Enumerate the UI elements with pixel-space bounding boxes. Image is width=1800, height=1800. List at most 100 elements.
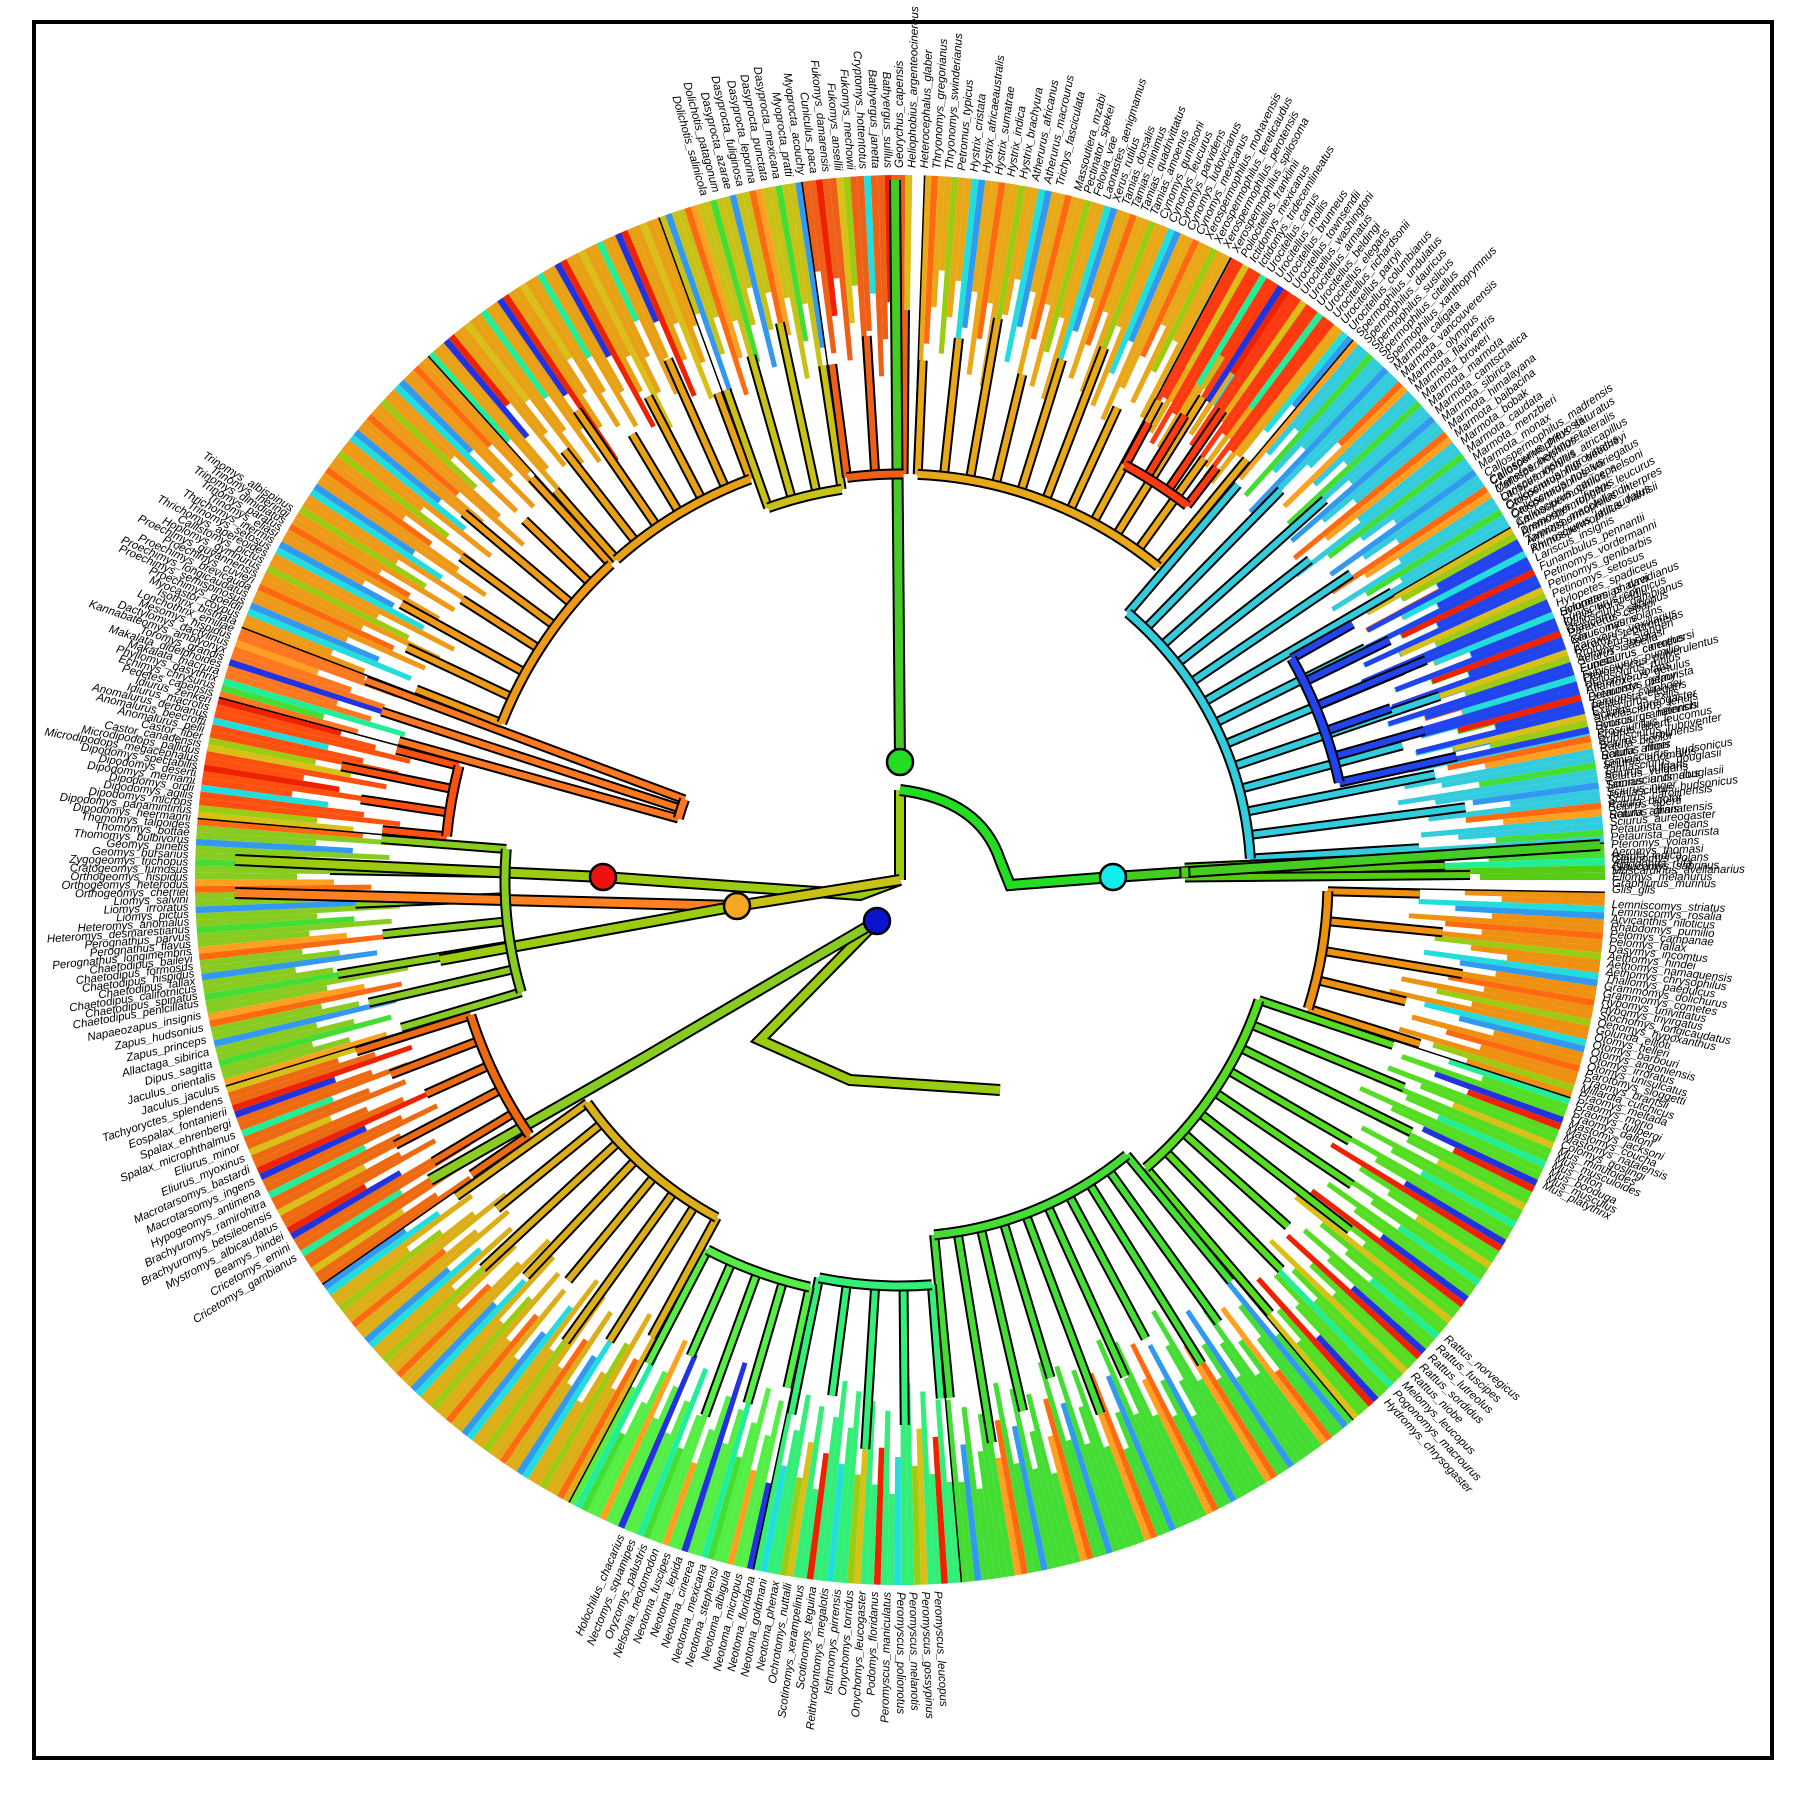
clade-tip-band xyxy=(1065,1439,1107,1557)
clade-tip-band xyxy=(979,183,1019,387)
clade-tip-band xyxy=(1452,713,1587,752)
clade-tip-band xyxy=(408,369,514,479)
node-green-marker xyxy=(885,747,915,777)
clade-tip-band xyxy=(263,571,441,661)
clade-tip-band xyxy=(887,1493,895,1585)
clade-tip-band xyxy=(1301,362,1384,451)
clade-tip-band xyxy=(226,665,339,706)
clade-tip-band xyxy=(608,235,669,360)
clade-tip-band xyxy=(1105,1375,1176,1532)
clade-tip-band xyxy=(1238,1280,1359,1421)
clade-tip-band xyxy=(960,1444,982,1582)
clade-tip-band xyxy=(389,389,519,514)
clade-tip-band xyxy=(216,1018,355,1061)
clade-tip-band xyxy=(254,589,427,671)
clade-tip-band xyxy=(671,210,726,355)
clade-tip-band xyxy=(819,1380,848,1582)
clade-tip-band xyxy=(443,338,530,439)
clade-tip-band xyxy=(627,227,688,361)
clade-tip-band xyxy=(322,1227,407,1290)
clade-tip-band xyxy=(505,1310,613,1468)
clade-tip-band xyxy=(218,1014,392,1067)
clade-tip-band xyxy=(1435,775,1599,805)
clade-tip-band xyxy=(829,177,853,361)
clade-tip-band xyxy=(1329,469,1478,577)
clade-tip-band xyxy=(1398,497,1496,564)
clade-tip-band xyxy=(1219,1341,1306,1461)
clade-tip-band xyxy=(1491,913,1604,927)
clade-tip-band xyxy=(1501,896,1605,906)
clade-tip-band xyxy=(236,1069,373,1125)
clade-tip-band xyxy=(351,1248,447,1328)
clade-tip-band xyxy=(557,1357,639,1500)
clade-tip-band xyxy=(197,930,310,947)
clade-tip-band xyxy=(740,1400,784,1569)
clade-tip-band xyxy=(200,784,329,808)
clade-tip-band xyxy=(808,180,837,354)
clade-tip-band xyxy=(203,764,340,793)
clade-tip-band xyxy=(1390,1147,1520,1223)
clade-tip-band xyxy=(700,1374,759,1559)
clade-tip-band xyxy=(1090,225,1169,407)
clade-tip-band xyxy=(1191,1414,1243,1500)
clade-tip-band xyxy=(270,1133,402,1205)
clade-tip-band xyxy=(1370,1199,1485,1280)
clade-tip-band xyxy=(198,932,348,954)
clade-tip-band xyxy=(642,1447,684,1539)
tip-label: Peromyscus_gossypinus xyxy=(919,1591,935,1719)
clade-tip-band xyxy=(302,500,399,565)
clade-tip-band xyxy=(762,187,790,299)
clade-tip-band xyxy=(291,517,382,575)
clade-tip-band xyxy=(1365,562,1533,651)
clade-tip-band xyxy=(1209,322,1338,484)
clade-tip-band xyxy=(267,1144,367,1199)
clade-tip-band xyxy=(1506,954,1600,974)
clade-tip-band xyxy=(766,1429,800,1574)
clade-tip-band xyxy=(1321,421,1440,523)
clade-tip-band xyxy=(1160,241,1206,327)
clade-tip-band xyxy=(1256,1336,1338,1437)
clade-tip-band xyxy=(1274,1369,1333,1442)
clade-tip-band xyxy=(799,1488,819,1579)
clade-tip-band xyxy=(856,175,872,332)
clade-tip-band xyxy=(1375,1115,1533,1199)
clade-tip-band xyxy=(1397,1224,1481,1286)
clade-tip-band xyxy=(1102,215,1144,314)
clade-tip-band xyxy=(1337,381,1404,447)
clade-tip-band xyxy=(760,1465,788,1573)
clade-tip-band xyxy=(1291,335,1354,409)
clade-tip-band xyxy=(755,188,792,336)
clade-tip-band xyxy=(1495,829,1604,844)
clade-tip-band xyxy=(793,1405,825,1578)
clade-tip-band xyxy=(554,262,612,358)
clade-tip-band xyxy=(1358,1166,1500,1258)
clade-tip-band xyxy=(275,547,425,631)
clade-tip-band xyxy=(614,232,660,324)
clade-tip-band xyxy=(1353,1207,1473,1297)
clade-tip-band xyxy=(1089,209,1124,299)
clade-tip-band xyxy=(403,374,536,509)
clade-tip-band xyxy=(232,646,352,693)
clade-tip-band xyxy=(1068,211,1131,380)
clade-tip-band xyxy=(197,818,364,839)
clade-tip-band xyxy=(674,1395,732,1551)
clade-tip-band xyxy=(786,1441,814,1577)
clade-tip-band xyxy=(340,445,424,512)
clade-tip-band xyxy=(266,565,410,641)
clade-tip-band xyxy=(639,222,714,400)
clade-tip-band xyxy=(1084,1442,1126,1551)
clade-tip-band xyxy=(1447,735,1592,771)
clade-tip-band xyxy=(1160,1379,1231,1506)
clade-tip-band xyxy=(801,180,821,272)
clade-tip-band xyxy=(1113,1341,1201,1521)
clade-tip-band xyxy=(229,1051,376,1106)
clade-tip-band xyxy=(935,1399,955,1584)
clade-tip-band xyxy=(196,916,355,934)
clade-tip-band xyxy=(1016,190,1053,328)
clade-tip-band xyxy=(1455,905,1605,920)
tip-label: Bathyergus_janetta xyxy=(866,69,881,168)
clade-tip-band xyxy=(677,208,719,319)
clade-tip-band xyxy=(420,1255,556,1402)
clade-tip-band xyxy=(510,1382,572,1472)
clade-tip-band xyxy=(1152,1413,1207,1518)
